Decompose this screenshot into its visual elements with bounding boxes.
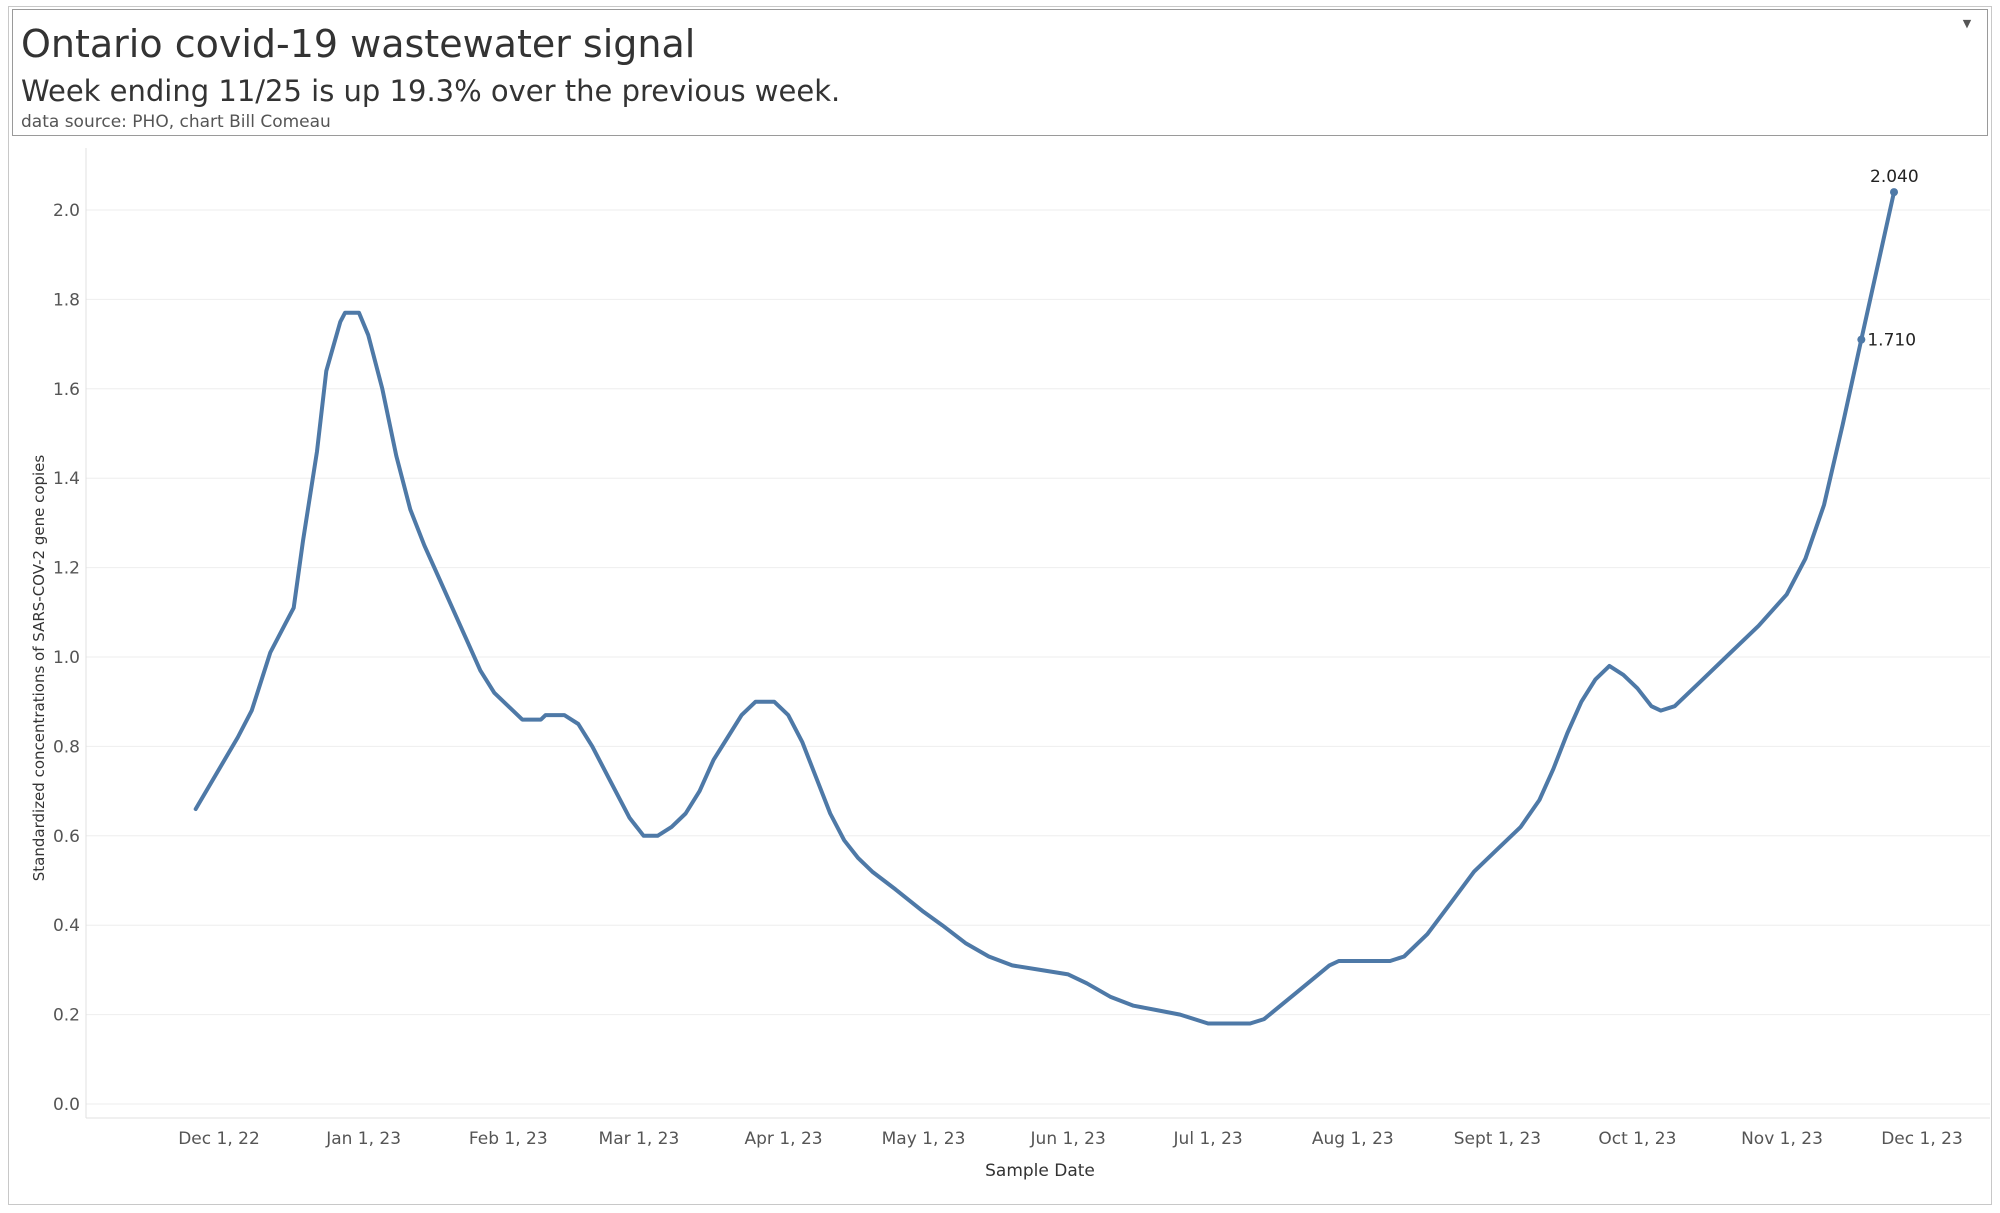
y-tick-label: 0.4 [53, 916, 80, 936]
y-tick-label: 2.0 [53, 201, 80, 221]
dashboard-frame [8, 6, 1992, 1205]
x-tick-label: Jul 1, 23 [1173, 1129, 1243, 1149]
y-tick-label: 0.6 [53, 827, 80, 847]
y-tick-label: 1.2 [53, 559, 80, 579]
x-tick-label: Sept 1, 23 [1454, 1129, 1541, 1149]
x-tick-label: Apr 1, 23 [745, 1129, 823, 1149]
chevron-down-icon[interactable]: ▼ [1962, 16, 1972, 30]
chart-title: Ontario covid-19 wastewater signal [21, 22, 696, 66]
y-tick-label: 1.6 [53, 380, 80, 400]
y-tick-label: 1.4 [53, 469, 80, 489]
y-tick-label: 0.2 [53, 1006, 80, 1026]
data-source-note: data source: PHO, chart Bill Comeau [21, 112, 331, 132]
x-tick-label: Dec 1, 22 [178, 1129, 260, 1149]
series-line [193, 190, 1896, 1026]
x-tick-label: Nov 1, 23 [1741, 1129, 1823, 1149]
y-tick-label: 0.8 [53, 737, 80, 757]
x-tick-label: Jun 1, 23 [1030, 1129, 1106, 1149]
x-tick-label: Mar 1, 23 [599, 1129, 680, 1149]
x-tick-label: Jan 1, 23 [325, 1129, 401, 1149]
x-axis-title: Sample Date [985, 1161, 1095, 1181]
title-panel: Ontario covid-19 wastewater signal Week … [12, 9, 1988, 136]
y-tick-label: 0.0 [53, 1095, 80, 1115]
y-tick-label: 1.8 [53, 290, 80, 310]
y-axis-title: Standardized concentrations of SARS-COV-… [30, 455, 48, 882]
data-labels: 1.710 2.040 [1867, 167, 1918, 351]
x-tick-label: Oct 1, 23 [1598, 1129, 1676, 1149]
x-tick-label: May 1, 23 [882, 1129, 966, 1149]
data-point-marker [1890, 188, 1899, 197]
x-tick-label: Aug 1, 23 [1312, 1129, 1394, 1149]
chart-subtitle: Week ending 11/25 is up 19.3% over the p… [21, 74, 841, 108]
axes: 0.0 0.2 0.4 0.6 0.8 1.0 1.2 1.4 1.6 1.8 2.0 Dec 1, … [53, 148, 1990, 1149]
data-point-marker [1857, 335, 1866, 344]
y-tick-label: 1.0 [53, 648, 80, 668]
series-layer [193, 188, 1899, 1026]
data-label: 2.040 [1870, 167, 1919, 187]
data-label: 1.710 [1867, 331, 1916, 351]
x-tick-label: Feb 1, 23 [469, 1129, 548, 1149]
x-tick-label: Dec 1, 23 [1881, 1129, 1963, 1149]
